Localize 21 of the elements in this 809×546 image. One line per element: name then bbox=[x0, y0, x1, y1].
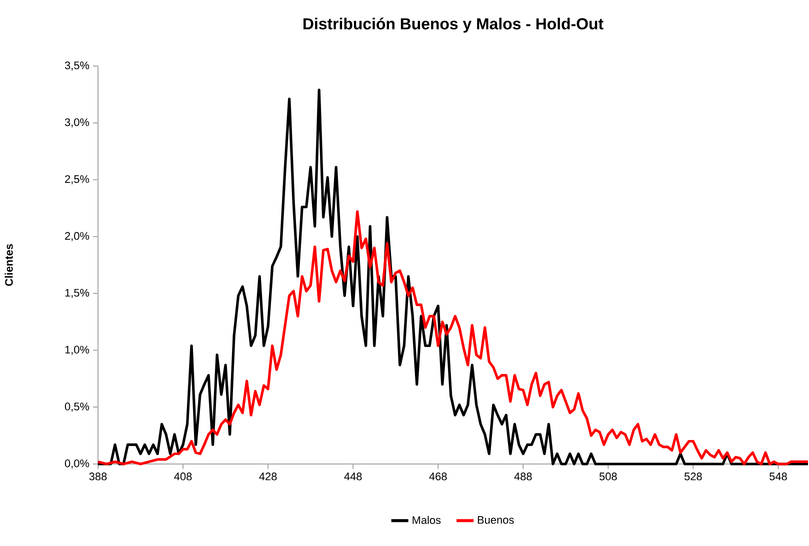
y-tick-label: 1,0% bbox=[65, 346, 90, 355]
x-tick-label: 388 bbox=[89, 472, 107, 480]
x-tick-label: 468 bbox=[429, 472, 447, 480]
legend-label: Buenos bbox=[478, 516, 514, 524]
y-tick-label: 2,5% bbox=[65, 175, 90, 184]
legend-label: Malos bbox=[412, 516, 441, 524]
y-tick-label: 2,0% bbox=[65, 232, 90, 242]
x-tick-label: 488 bbox=[514, 472, 532, 480]
chart-title: Distribución Buenos y Malos - Hold-Out bbox=[304, 18, 604, 33]
x-tick-label: 548 bbox=[770, 472, 787, 480]
x-tick-label: 428 bbox=[259, 472, 277, 480]
y-tick-label: 0,0% bbox=[64, 459, 90, 469]
y-tick-label: 3,0% bbox=[64, 118, 90, 128]
y-axis-title: Clientes bbox=[4, 244, 13, 286]
y-tick-label: 0,5% bbox=[64, 402, 90, 412]
x-tick-label: 448 bbox=[344, 472, 362, 480]
x-tick-label: 508 bbox=[599, 472, 617, 480]
y-tick-label: 3,5% bbox=[64, 61, 90, 71]
y-tick-label: 1,5% bbox=[65, 288, 90, 298]
x-tick-label: 408 bbox=[174, 472, 192, 480]
x-tick-label: 528 bbox=[684, 472, 702, 480]
